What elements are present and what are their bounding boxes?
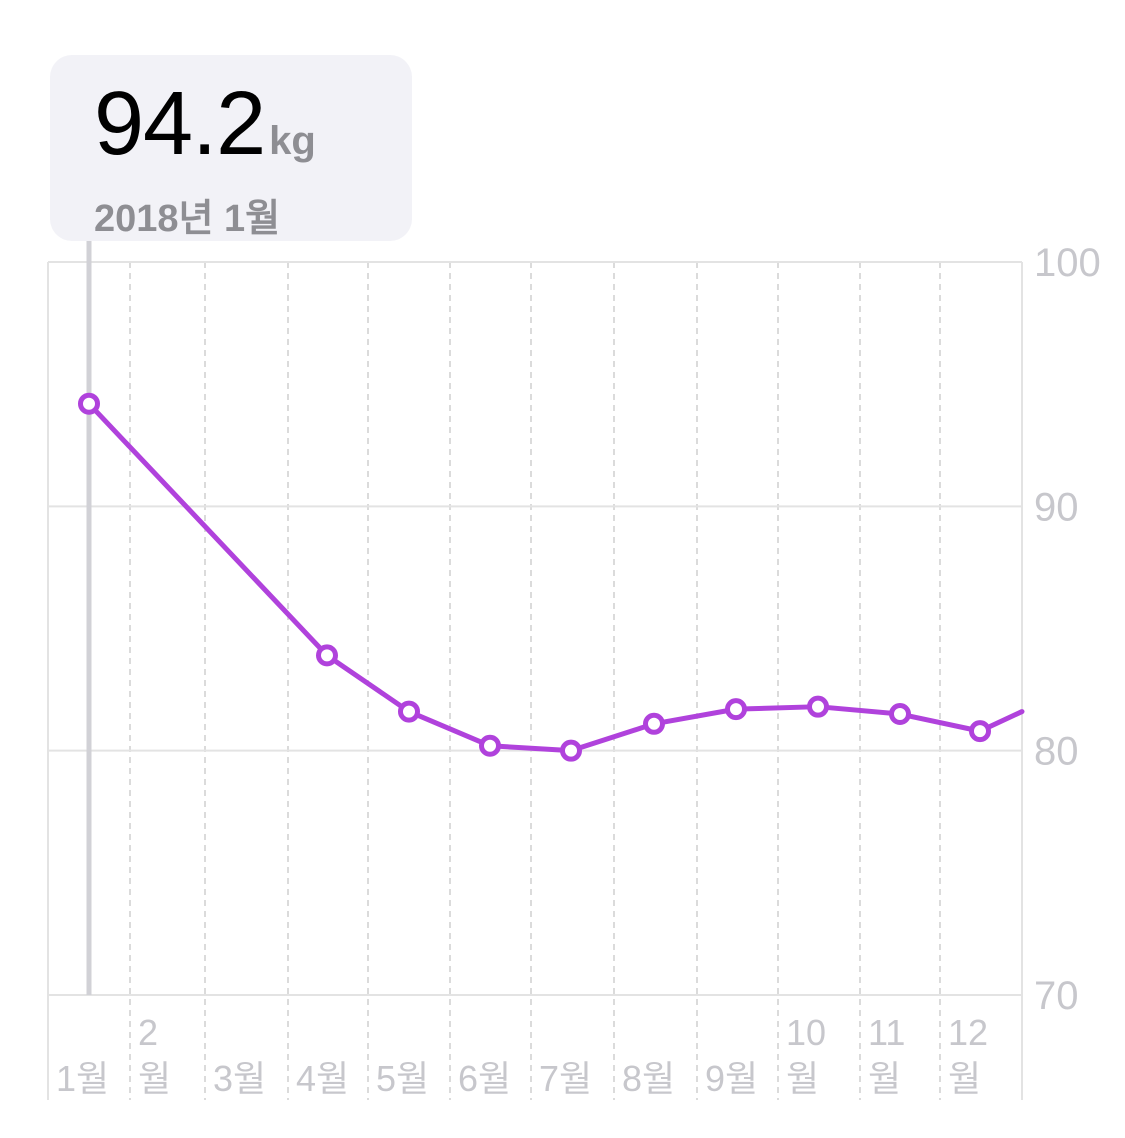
x-tick-label: 8월 (622, 1058, 675, 1099)
x-tick-label-line1: 10 (786, 1012, 826, 1053)
x-tick-label: 7월 (539, 1058, 592, 1099)
data-point[interactable] (316, 644, 338, 667)
y-tick-label: 80 (1034, 730, 1079, 774)
y-tick-label: 70 (1034, 974, 1079, 1018)
data-point[interactable] (807, 695, 829, 718)
x-tick-label: 월 (948, 1058, 981, 1099)
x-tick-label: 월 (868, 1058, 901, 1099)
x-tick-label-line1: 11 (868, 1012, 905, 1053)
x-tick-label: 1월 (56, 1058, 109, 1099)
selected-value-tooltip: 94.2 kg 2018년 1월 (50, 55, 412, 241)
x-tick-label-line1: 2 (138, 1012, 158, 1053)
data-point[interactable] (969, 720, 991, 743)
y-tick-label: 100 (1034, 241, 1101, 285)
data-point[interactable] (889, 703, 911, 726)
x-tick-label-line1: 12 (948, 1012, 988, 1053)
tooltip-weight-unit: kg (269, 119, 316, 163)
data-point[interactable] (398, 700, 420, 723)
tooltip-weight-value: 94.2 (94, 74, 266, 174)
grid (47, 261, 1023, 1100)
series-path (86, 401, 1025, 754)
data-point[interactable] (725, 698, 747, 721)
x-tick-label: 4월 (296, 1058, 349, 1099)
tooltip-date: 2018년 1월 (94, 198, 281, 240)
x-tick-label: 9월 (705, 1058, 758, 1099)
data-point[interactable] (78, 392, 100, 415)
x-tick-label: 3월 (213, 1058, 266, 1099)
x-tick-label: 월 (786, 1058, 819, 1099)
data-point[interactable] (643, 712, 665, 735)
data-point[interactable] (560, 739, 582, 762)
data-point[interactable] (479, 734, 501, 757)
tooltip-value-row: 94.2 kg (94, 73, 316, 176)
series-line (86, 401, 1025, 754)
y-tick-label: 90 (1034, 485, 1079, 529)
x-tick-label: 5월 (376, 1058, 429, 1099)
x-tick-label: 6월 (458, 1058, 511, 1099)
x-tick-label: 월 (138, 1058, 171, 1099)
y-axis-labels: 100 90 80 70 (1034, 241, 1101, 1018)
x-axis-labels: 1월 2 월 3월 4월 5월 6월 7월 8월 9월 10 월 11 월 12 월 (56, 1012, 988, 1099)
data-points[interactable] (78, 392, 991, 762)
